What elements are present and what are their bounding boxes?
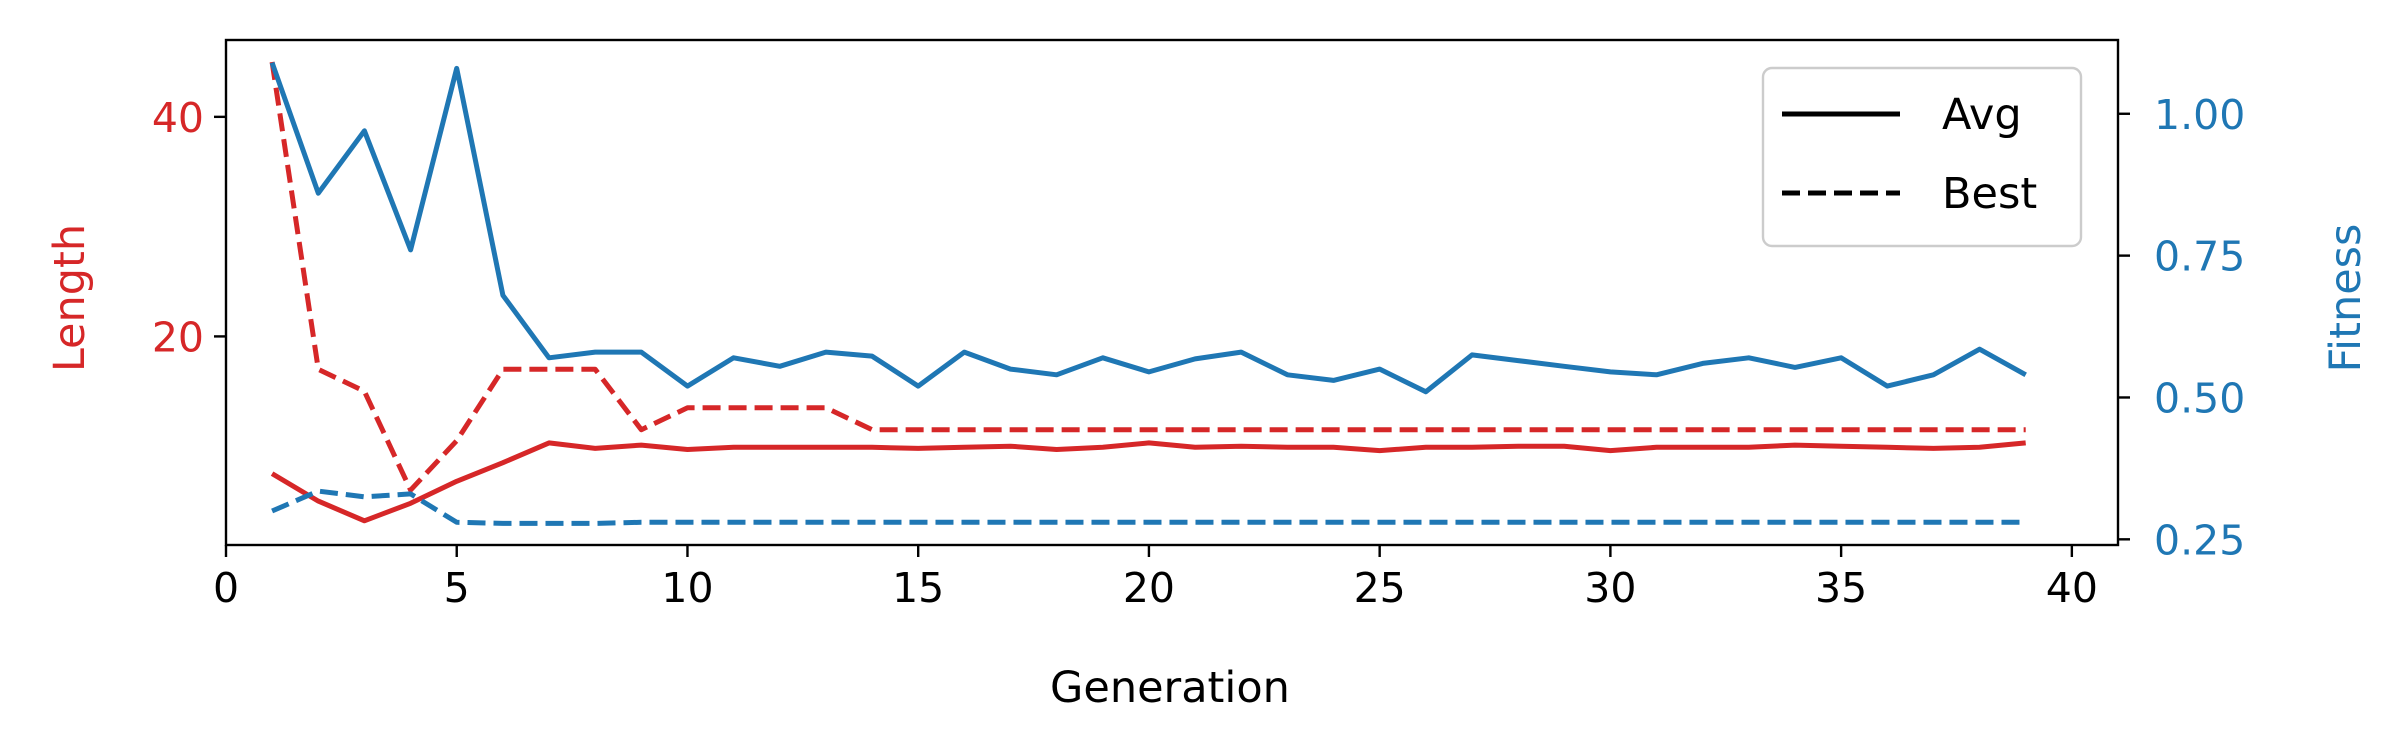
x-axis-title: Generation	[1050, 663, 1290, 713]
legend-label-avg: Avg	[1942, 90, 2022, 140]
series-line-fitness-best	[271, 488, 2026, 526]
x-tick-label: 20	[1123, 564, 1175, 612]
series-line-length-best	[269, 61, 2026, 493]
y-right-tick-label: 0.50	[2154, 374, 2245, 422]
y-right-axis-title: Fitness	[2321, 224, 2371, 373]
legend-label-best: Best	[1942, 169, 2037, 219]
x-tick-label: 30	[1584, 564, 1636, 612]
x-tick-label: 0	[213, 564, 239, 612]
x-axis-ticks: 0 5 10 15 20 25 30 35 40	[213, 545, 2098, 612]
plot-frame	[224, 38, 2120, 547]
x-tick-label: 10	[661, 564, 713, 612]
series-line-fitness-avg	[269, 61, 2027, 395]
y-left-axis-title: Length	[45, 224, 95, 372]
series-line-length-avg	[270, 440, 2026, 524]
y-left-tick-label: 40	[152, 94, 204, 142]
y-right-axis-ticks: 0.25 0.50 0.75 1.00	[2118, 91, 2245, 564]
y-right-tick-label: 0.25	[2154, 516, 2245, 564]
y-right-tick-label: 0.75	[2154, 233, 2245, 281]
x-tick-label: 40	[2046, 564, 2098, 612]
x-tick-label: 5	[444, 564, 470, 612]
y-left-tick-label: 20	[152, 313, 204, 361]
x-tick-label: 25	[1354, 564, 1406, 612]
y-right-tick-label: 1.00	[2154, 91, 2245, 139]
legend: Avg Best	[1761, 66, 2083, 248]
series-layer	[269, 61, 2027, 526]
legend-box	[1761, 66, 2083, 248]
x-tick-label: 35	[1815, 564, 1867, 612]
x-tick-label: 15	[892, 564, 944, 612]
